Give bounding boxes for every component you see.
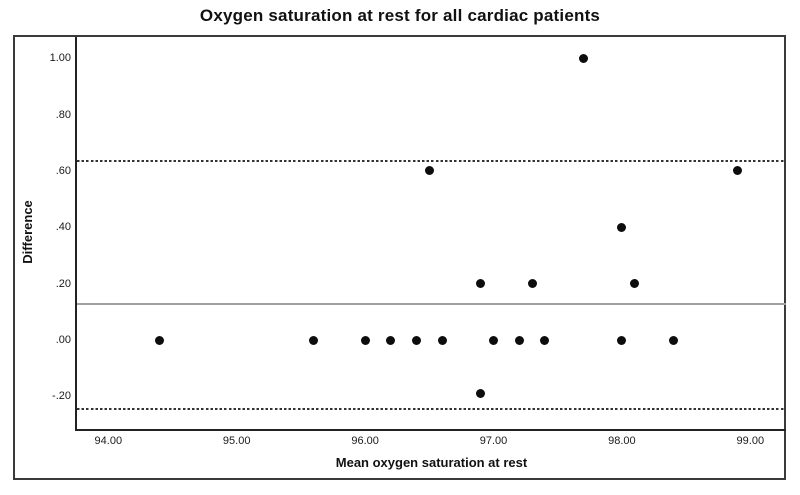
y-tick-label: 1.00 — [49, 52, 71, 65]
x-tick-label: 94.00 — [94, 435, 123, 447]
mean-line — [77, 303, 786, 306]
data-point — [630, 279, 640, 289]
y-tick-label: .80 — [55, 108, 71, 121]
y-tick-label: .60 — [55, 164, 71, 177]
data-point — [309, 335, 319, 345]
y-tick-label: -.20 — [52, 390, 71, 403]
data-point — [489, 335, 498, 345]
y-axis-line — [75, 37, 77, 431]
data-point — [514, 335, 524, 345]
x-axis-line — [75, 429, 786, 431]
y-tick-label: .40 — [55, 221, 71, 234]
data-point — [617, 335, 627, 345]
data-point — [668, 335, 678, 345]
chart-title: Oxygen saturation at rest for all cardia… — [199, 6, 601, 25]
lower-limit-line — [77, 408, 786, 411]
data-point — [617, 222, 627, 232]
data-point — [527, 279, 537, 289]
upper-limit-line — [77, 160, 786, 163]
data-point — [411, 335, 421, 345]
data-point — [476, 279, 486, 289]
x-tick-label: 97.00 — [479, 435, 508, 447]
y-tick-label: .00 — [55, 334, 71, 346]
data-point — [386, 335, 396, 345]
data-point — [476, 389, 486, 399]
data-point — [437, 335, 447, 345]
data-point — [540, 335, 550, 345]
y-tick-label: .20 — [55, 277, 71, 290]
data-point — [424, 166, 434, 176]
chart-frame: Difference 1.00.80.60.40.20.00 -.20 94.00… — [13, 35, 786, 480]
x-tick-label: 98.00 — [608, 435, 636, 447]
x-tick-label: 95.00 — [222, 435, 251, 447]
data-point — [360, 335, 370, 345]
x-axis-title: Mean oxygen saturation at rest — [335, 455, 528, 470]
data-point — [732, 166, 742, 176]
x-tick-label: 99.00 — [736, 435, 765, 447]
data-point — [155, 335, 165, 345]
data-point — [578, 53, 588, 63]
x-tick-label: 96.00 — [351, 435, 379, 447]
